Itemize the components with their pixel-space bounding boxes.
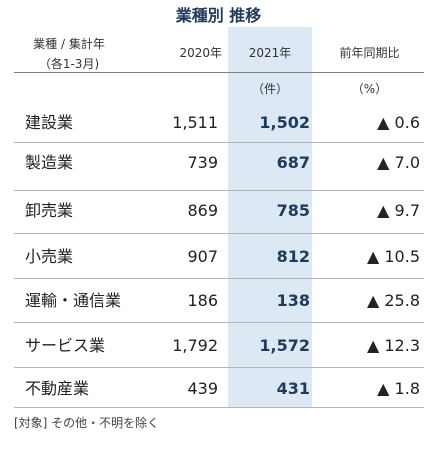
footnote: [対象] その他・不明を除く [14,416,160,430]
row-divider [14,322,424,323]
row-value-2020: 186 [187,291,218,310]
row-yoy: ▲ 0.6 [377,113,420,132]
unit-percent: （%） [351,82,388,96]
row-category: 卸売業 [25,201,74,220]
row-value-2021: 138 [276,291,310,310]
row-category: 不動産業 [25,379,90,398]
row-divider [14,142,424,143]
table-row: 卸売業 869 785 ▲ 9.7 [0,190,437,230]
row-category: 小売業 [25,247,74,266]
row-value-2020: 869 [187,201,218,220]
unit-count: （件） [251,82,288,96]
row-value-2021: 431 [276,379,310,398]
table-row: 製造業 739 687 ▲ 7.0 [0,142,437,182]
row-category: 建設業 [25,113,74,132]
row-value-2021: 687 [276,153,310,172]
header-category-line1: 業種 / 集計年 [33,37,105,51]
row-divider [14,190,424,191]
row-value-2021: 785 [276,201,310,220]
row-yoy: ▲ 7.0 [377,153,420,172]
header-year-2021: 2021年 [248,46,292,60]
table-row: 建設業 1,511 1,502 ▲ 0.6 [0,102,437,142]
header-category-line2: （各1-3月) [38,57,100,71]
table-row: 不動産業 439 431 ▲ 1.8 [0,368,437,408]
row-value-2020: 907 [187,247,218,266]
header-year-2020: 2020年 [179,46,222,60]
row-yoy: ▲ 25.8 [366,291,420,310]
year-2021-highlight-column [228,27,312,407]
row-divider [14,278,424,279]
table-row: 運輸・通信業 186 138 ▲ 25.8 [0,280,437,320]
row-value-2021: 1,502 [259,113,310,132]
table-row: サービス業 1,792 1,572 ▲ 12.3 [0,325,437,365]
row-category: 製造業 [25,153,74,172]
row-category: 運輸・通信業 [25,291,122,310]
row-value-2020: 1,792 [172,336,218,355]
header-yoy: 前年同期比 [339,46,400,60]
row-value-2021: 812 [276,247,310,266]
row-divider [14,407,424,408]
row-yoy: ▲ 10.5 [366,247,420,266]
row-value-2020: 1,511 [172,113,218,132]
row-yoy: ▲ 1.8 [377,379,420,398]
row-value-2020: 439 [187,379,218,398]
row-divider [14,367,424,368]
page-title: 業種別 推移 [175,6,262,25]
row-value-2021: 1,572 [259,336,310,355]
row-category: サービス業 [25,336,106,355]
row-divider [14,233,424,234]
header-category: 業種 / 集計年 （各1-3月) [14,34,124,74]
table-row: 小売業 907 812 ▲ 10.5 [0,236,437,276]
row-yoy: ▲ 12.3 [366,336,420,355]
row-yoy: ▲ 9.7 [377,201,420,220]
row-value-2020: 739 [187,153,218,172]
header-divider [14,72,424,73]
